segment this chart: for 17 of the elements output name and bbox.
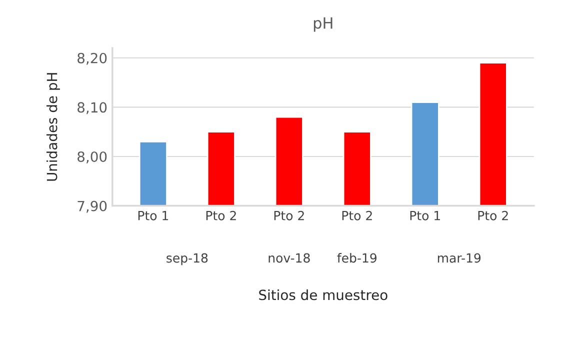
x-tick-label: Pto 1 <box>410 211 440 220</box>
y-tick-label: 8,10 <box>78 102 107 114</box>
x-axis-title: Sitios de muestreo <box>259 289 388 300</box>
text: sep-18 <box>166 253 208 266</box>
x-tick-label: Pto 2 <box>206 210 236 220</box>
y-tick-label: 8,00 <box>78 151 107 164</box>
x-tick-label: Pto 1 <box>138 211 168 220</box>
text: feb-19 <box>337 253 376 263</box>
y-tick-label: 8,20 <box>78 52 107 65</box>
chart-title: pH <box>314 17 332 32</box>
text: mar-19 <box>438 253 481 263</box>
y-tick-label: 7,90 <box>78 200 107 213</box>
text: nov-18 <box>268 253 310 263</box>
x-tick-label: Pto 2 <box>478 210 508 220</box>
x-tick-label: Pto 2 <box>342 210 372 220</box>
y-axis-title: Unidades de pH <box>46 73 60 181</box>
x-tick-label: Pto 2 <box>274 210 304 220</box>
